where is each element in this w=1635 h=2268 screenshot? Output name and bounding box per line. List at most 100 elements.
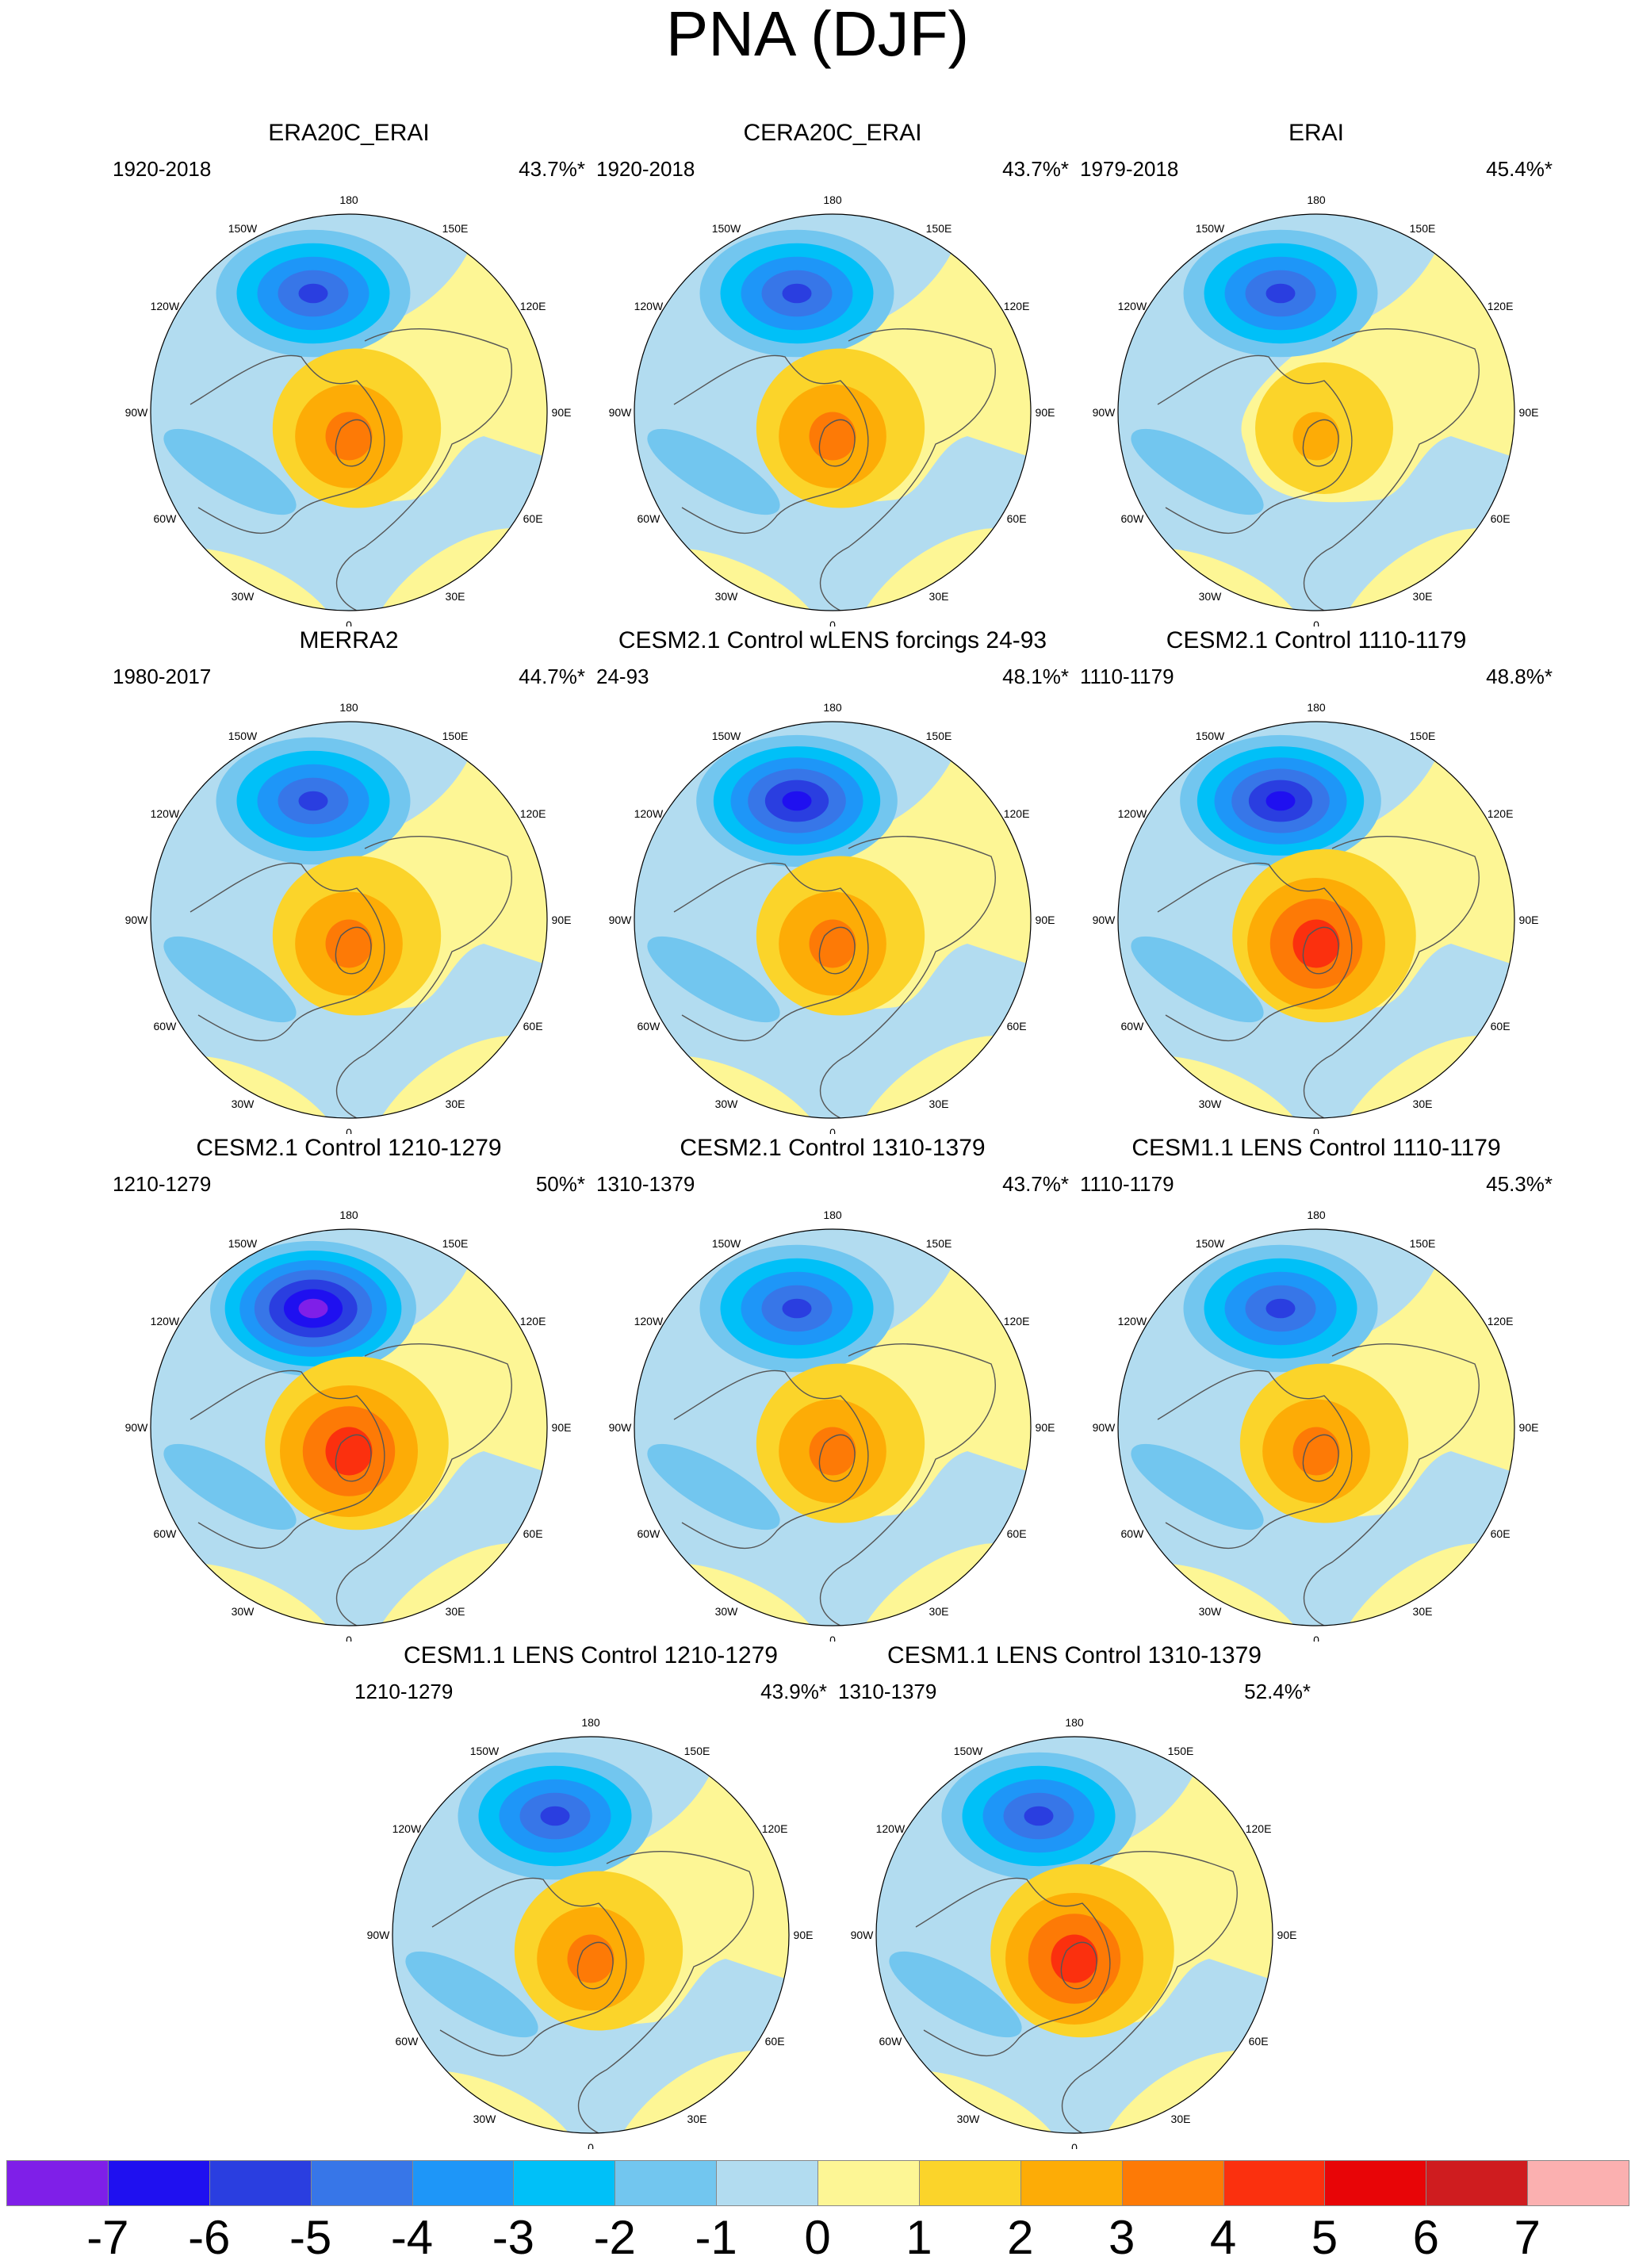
north-america-coastline	[915, 1877, 1111, 2057]
longitude-label: 0	[1313, 1634, 1319, 1642]
eurasia-coastline	[577, 1851, 754, 2133]
map-panel: CESM2.1 Control 1310-1379 1310-1379 43.7%*…	[571, 1134, 1094, 1642]
greenland-coastline	[576, 1941, 614, 1990]
north-america-coastline	[431, 1877, 627, 2057]
longitude-label: 90E	[552, 1421, 572, 1434]
longitude-label: 90W	[125, 1421, 149, 1434]
longitude-label: 120E	[1488, 1315, 1514, 1327]
polar-map: 180 150E 120E 90E 60E 30E 0 30W 60W 90W 120W 150W	[125, 1209, 572, 1642]
canada-high-contour	[567, 1934, 615, 1983]
north-america-coastline	[190, 1370, 385, 1550]
longitude-label: 30E	[1413, 590, 1433, 603]
polar-map: 180 150E 120E 90E 60E 30E 0 30W 60W 90W 120W 150W	[1093, 701, 1539, 1134]
greenland-coastline	[818, 1434, 856, 1482]
longitude-label: 150E	[1410, 730, 1436, 742]
map-panel: ERAI 1979-2018 45.4%* 180 150E 120E 90E 60E 30E 0…	[1055, 119, 1578, 626]
longitude-label: 120E	[1246, 1822, 1272, 1835]
greenland-coastline	[335, 926, 372, 975]
pacific-low-contour	[782, 1298, 812, 1319]
canada-high-contour	[809, 412, 856, 461]
eurasia-coastline	[1303, 1343, 1480, 1626]
longitude-label: 90W	[125, 406, 149, 419]
map-panel: MERRA2 1980-2017 44.7%* 180 150E 120E 90E 60E 30…	[87, 626, 611, 1134]
greenland-coastline	[1302, 1434, 1339, 1482]
colorbar-tick-label: -5	[289, 2211, 332, 2264]
longitude-label: 90E	[794, 1929, 814, 1941]
map-panel: ERA20C_ERAI 1920-2018 43.7%* 180 150E 120E 90E…	[87, 119, 611, 626]
eurasia-coastline	[819, 328, 996, 611]
longitude-label: 30E	[929, 1098, 949, 1110]
map-panel: CESM2.1 Control 1110-1179 1110-1179 48.8%*…	[1055, 626, 1578, 1134]
explained-variance: 50%*	[535, 1172, 585, 1196]
longitude-label: 30W	[1199, 1605, 1223, 1618]
longitude-label: 120E	[520, 300, 546, 312]
colorbar-tick-label: -1	[695, 2211, 737, 2264]
panel-title: CESM2.1 Control 1310-1379	[680, 1135, 986, 1161]
longitude-label: 150W	[954, 1745, 983, 1757]
longitude-label: 180	[339, 193, 358, 206]
colorbar	[6, 2160, 1629, 2208]
longitude-label: 120E	[520, 1315, 546, 1327]
panel-title: ERA20C_ERAI	[268, 120, 430, 146]
north-america-coastline	[1157, 1370, 1353, 1550]
longitude-label: 60E	[1007, 1020, 1027, 1032]
colorbar-tick-label: 6	[1412, 2211, 1439, 2264]
colorbar-swatch	[209, 2160, 312, 2206]
longitude-label: 30W	[715, 1098, 739, 1110]
explained-variance: 43.7%*	[519, 157, 585, 181]
longitude-label: 0	[829, 1634, 836, 1642]
longitude-label: 120E	[1004, 807, 1030, 820]
longitude-label: 30W	[232, 1098, 255, 1110]
map-border	[150, 213, 548, 611]
colorbar-tick-label: 4	[1209, 2211, 1237, 2264]
longitude-label: 60W	[154, 512, 178, 525]
longitude-label: 120W	[151, 807, 180, 820]
explained-variance: 44.7%*	[519, 665, 585, 688]
panel-period: 1310-1379	[838, 1680, 937, 1703]
colorbar-swatch	[615, 2160, 718, 2206]
longitude-label: 120W	[1118, 807, 1147, 820]
map-panel: CERA20C_ERAI 1920-2018 43.7%* 180 150E 120E 90…	[571, 119, 1094, 626]
longitude-label: 30W	[232, 590, 255, 603]
colorbar-tick-label: -6	[188, 2211, 231, 2264]
panel-title: CESM1.1 LENS Control 1210-1279	[404, 1642, 778, 1668]
longitude-label: 120E	[1004, 300, 1030, 312]
map-border	[1117, 721, 1515, 1119]
map-panel: CESM1.1 LENS Control 1110-1179 1110-1179 4…	[1055, 1134, 1578, 1642]
longitude-label: 60W	[638, 512, 661, 525]
longitude-label: 30E	[446, 1098, 465, 1110]
greenland-coastline	[335, 1434, 372, 1482]
greenland-coastline	[818, 926, 856, 975]
colorbar-swatch	[1121, 2160, 1224, 2206]
longitude-label: 90E	[1036, 914, 1055, 926]
longitude-label: 150E	[684, 1745, 710, 1757]
longitude-label: 30W	[1199, 590, 1223, 603]
longitude-label: 120E	[762, 1822, 788, 1835]
panel-title: CESM1.1 LENS Control 1110-1179	[1131, 1135, 1501, 1161]
longitude-label: 60E	[1491, 512, 1511, 525]
colorbar-swatch	[918, 2160, 1021, 2206]
colorbar-swatch	[107, 2160, 210, 2206]
longitude-label: 0	[829, 1126, 836, 1134]
longitude-label: 120W	[634, 1315, 664, 1327]
longitude-label: 120W	[151, 300, 180, 312]
colorbar-tick-label: -2	[593, 2211, 636, 2264]
longitude-label: 30W	[232, 1605, 255, 1618]
map-border	[875, 1736, 1273, 2134]
longitude-label: 150W	[228, 1237, 258, 1250]
explained-variance: 45.3%*	[1486, 1172, 1553, 1196]
panel-period: 1210-1279	[354, 1680, 454, 1703]
longitude-label: 90E	[1519, 914, 1539, 926]
pacific-low-contour	[782, 791, 812, 811]
longitude-label: 120W	[1118, 1315, 1147, 1327]
north-america-coastline	[673, 1370, 869, 1550]
longitude-label: 0	[346, 1126, 352, 1134]
longitude-label: 60E	[1491, 1020, 1511, 1032]
longitude-label: 150E	[442, 1237, 469, 1250]
longitude-label: 150E	[1410, 1237, 1436, 1250]
panel-title: CESM1.1 LENS Control 1310-1379	[887, 1642, 1262, 1668]
panel-period: 1980-2017	[113, 665, 212, 688]
greenland-coastline	[335, 419, 372, 467]
eurasia-coastline	[1061, 1851, 1238, 2133]
longitude-label: 120E	[1488, 807, 1514, 820]
